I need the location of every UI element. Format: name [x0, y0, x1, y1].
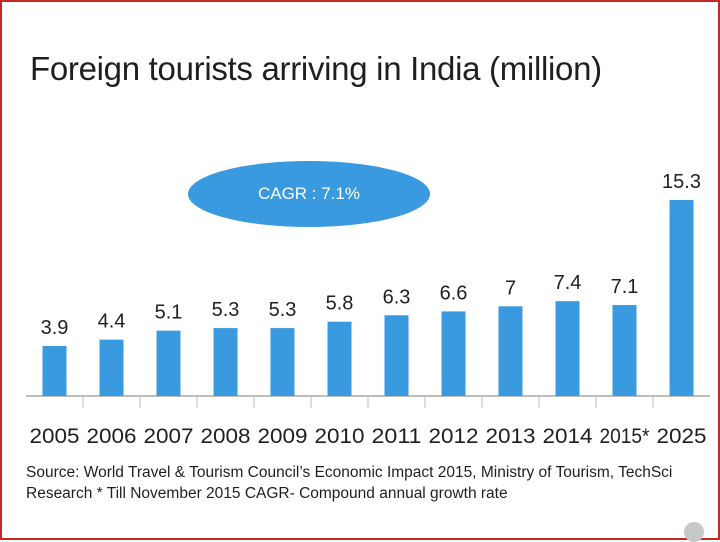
bar-2015-est	[612, 305, 637, 396]
cagr-badge: CAGR : 7.1%	[188, 161, 430, 227]
data-label: 5.3	[212, 299, 240, 321]
bar-2006	[99, 339, 124, 396]
x-tick-label: 2015*	[600, 425, 650, 448]
bar-2008	[213, 328, 238, 396]
data-label: 7.4	[554, 272, 582, 294]
data-label: 7	[505, 277, 516, 299]
data-label: 6.3	[383, 286, 411, 308]
x-tick-label: 2011	[372, 425, 422, 448]
x-tick-label: 2005	[30, 425, 80, 448]
bar-2012	[441, 311, 466, 396]
data-label: 5.8	[326, 293, 354, 315]
x-tick-label: 2025	[657, 425, 707, 448]
x-tick-label: 2012	[429, 425, 479, 448]
cagr-label: CAGR : 7.1%	[257, 184, 361, 203]
bar-2007	[156, 330, 181, 396]
bar-2013	[498, 306, 523, 396]
x-tick-label: 2008	[201, 425, 251, 448]
chart-title: Foreign tourists arriving in India (mill…	[30, 50, 602, 87]
data-label: 4.4	[98, 311, 126, 333]
bar-2025	[669, 199, 694, 396]
bar-2005	[42, 346, 67, 396]
bar-2011	[384, 315, 409, 396]
x-tick-label: 2007	[144, 425, 194, 448]
data-label: 5.1	[155, 302, 183, 324]
data-label: 3.9	[41, 317, 69, 339]
bar-2014	[555, 301, 580, 396]
data-label: 7.1	[611, 276, 639, 298]
x-tick-label: 2013	[486, 425, 536, 448]
x-tick-label: 2014	[543, 425, 593, 448]
corner-dot	[684, 522, 704, 542]
x-tick-label: 2006	[87, 425, 137, 448]
bar-chart: 3.9 2005 4.4 2006 5.1 2007 5.3 2008 5.3 2009 5.8 20…	[26, 171, 710, 448]
data-label: 15.3	[662, 171, 701, 193]
x-tick-label: 2010	[315, 425, 365, 448]
data-label: 5.3	[269, 299, 297, 321]
source-note: Source: World Travel & Tourism Council’s…	[26, 464, 673, 502]
bar-2009	[270, 328, 295, 396]
bar-2010	[327, 321, 352, 396]
data-label: 6.6	[440, 282, 468, 304]
x-tick-label: 2009	[258, 425, 308, 448]
